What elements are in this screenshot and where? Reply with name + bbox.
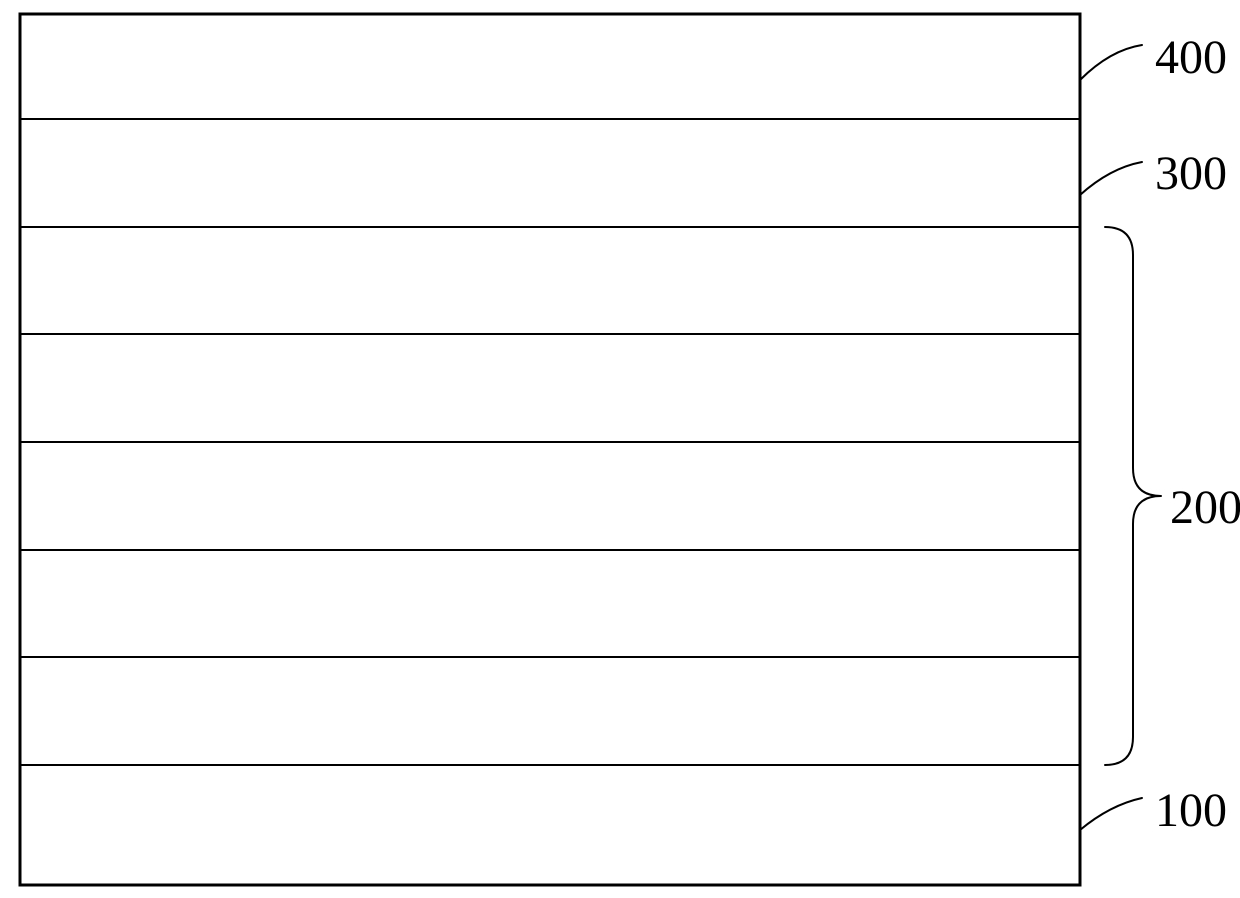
layer-stack: [20, 14, 1080, 885]
brace-200: [1105, 227, 1161, 765]
label-text-300: 300: [1155, 147, 1227, 200]
leader-100: [1080, 798, 1142, 830]
label-text-100: 100: [1155, 784, 1227, 837]
annotations: 400 300 200 100: [1080, 31, 1240, 837]
label-text-200: 200: [1170, 481, 1240, 534]
leader-300: [1080, 162, 1142, 195]
leader-400: [1080, 45, 1142, 80]
label-400: 400: [1080, 31, 1227, 84]
label-text-400: 400: [1155, 31, 1227, 84]
label-300: 300: [1080, 147, 1227, 200]
layer-stack-diagram: 400 300 200 100: [0, 0, 1240, 898]
label-100: 100: [1080, 784, 1227, 837]
label-200: 200: [1105, 227, 1240, 765]
